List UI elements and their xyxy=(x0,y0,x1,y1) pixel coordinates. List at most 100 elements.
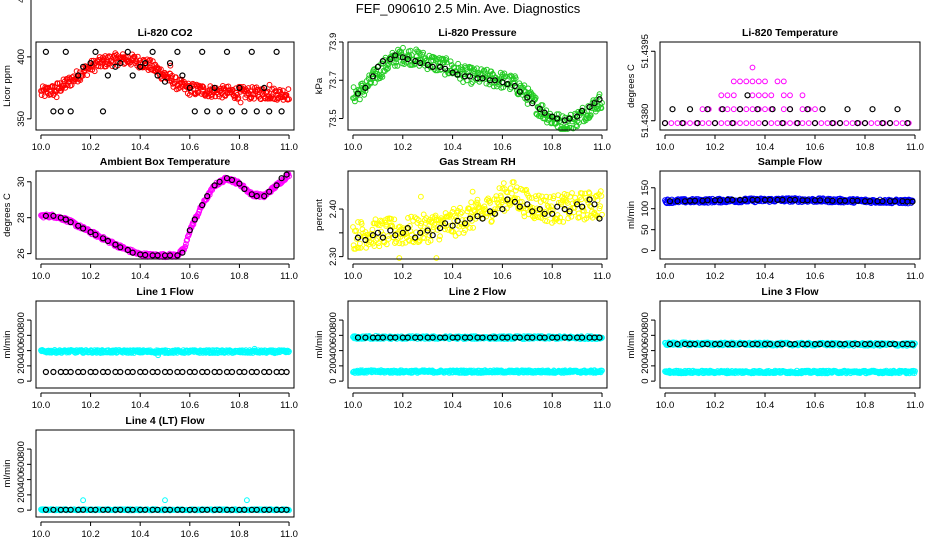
y-tick-label: 150 xyxy=(640,180,651,196)
x-tick-label: 10.4 xyxy=(131,142,150,153)
data-point xyxy=(576,214,583,221)
data-point xyxy=(501,70,508,77)
data-point xyxy=(228,108,236,115)
data-point xyxy=(547,194,553,201)
data-point xyxy=(549,119,555,126)
x-tick-label: 11.0 xyxy=(280,142,298,153)
data-point xyxy=(499,206,506,213)
data-point xyxy=(403,230,410,237)
data-point xyxy=(359,80,366,87)
data-point xyxy=(563,198,570,205)
data-point xyxy=(383,221,390,228)
data-point xyxy=(362,84,369,92)
data-point xyxy=(699,120,706,126)
x-tick-label: 10.8 xyxy=(856,142,875,153)
data-point xyxy=(549,210,556,217)
data-point xyxy=(186,92,193,98)
y-tick-label: 0 xyxy=(16,378,27,383)
y-tick-label: 800 xyxy=(328,312,339,328)
x-tick-label: 10.6 xyxy=(493,400,512,411)
data-point xyxy=(573,201,581,208)
data-point xyxy=(544,218,550,225)
y-axis-label: percent xyxy=(314,199,325,231)
data-point xyxy=(57,368,64,376)
data-point xyxy=(273,48,280,56)
data-point xyxy=(466,215,474,222)
data-point xyxy=(804,106,811,113)
data-point xyxy=(836,119,844,127)
data-point xyxy=(283,368,290,376)
y-tick-label: 0 xyxy=(640,378,651,383)
data-point xyxy=(261,84,268,92)
y-tick-label: 400 xyxy=(328,343,339,359)
data-point xyxy=(75,72,82,79)
data-point xyxy=(39,83,46,90)
y-axis-label: kPa xyxy=(314,77,325,94)
data-point xyxy=(199,368,206,376)
data-point xyxy=(50,212,57,219)
data-point xyxy=(149,48,156,56)
data-point xyxy=(253,193,260,200)
data-point xyxy=(507,185,514,192)
data-point xyxy=(266,108,273,115)
series-1-sec xyxy=(38,171,292,261)
data-point xyxy=(743,78,750,85)
plot-frame xyxy=(347,170,608,260)
x-tick-label: 10.2 xyxy=(706,271,725,282)
data-point xyxy=(499,79,506,86)
data-point xyxy=(229,86,236,93)
data-point xyxy=(112,241,119,248)
data-point xyxy=(818,120,825,126)
data-point xyxy=(191,368,198,376)
data-point xyxy=(449,69,456,76)
data-point xyxy=(186,227,193,234)
data-point xyxy=(849,120,856,126)
data-point xyxy=(211,182,218,189)
data-point xyxy=(154,368,161,376)
data-point xyxy=(704,106,711,113)
data-point xyxy=(109,63,116,69)
data-point xyxy=(586,103,593,111)
data-point xyxy=(418,193,424,200)
data-point xyxy=(372,220,378,227)
data-point xyxy=(129,72,136,79)
data-point xyxy=(719,106,726,113)
x-axis: 10.0 10.2 10.4 10.6 10.8 11.0 xyxy=(32,263,298,282)
data-point xyxy=(729,119,736,127)
data-point xyxy=(461,220,469,227)
data-point xyxy=(579,104,586,111)
series-1-sec xyxy=(38,497,292,514)
data-point xyxy=(554,203,561,210)
data-marks xyxy=(350,179,605,261)
chart-title: Line 4 (LT) Flow xyxy=(125,415,205,427)
data-point xyxy=(392,232,399,239)
data-point xyxy=(586,196,593,203)
data-point xyxy=(149,368,156,376)
data-point xyxy=(396,240,403,247)
data-point xyxy=(554,115,561,122)
data-point xyxy=(459,209,465,216)
data-point xyxy=(376,243,383,250)
data-point xyxy=(749,92,756,99)
data-marks xyxy=(38,345,292,376)
data-point xyxy=(869,106,876,113)
data-point xyxy=(705,120,712,126)
y-tick-label: 100 xyxy=(640,201,651,217)
data-point xyxy=(380,231,386,238)
data-point xyxy=(261,368,268,376)
data-point xyxy=(442,65,449,72)
data-point xyxy=(42,368,50,376)
x-tick-label: 10.2 xyxy=(81,142,100,153)
plot-frame xyxy=(35,41,295,131)
series-1-sec-lower xyxy=(350,367,605,376)
chart-title: Li-820 CO2 xyxy=(138,27,193,39)
data-point xyxy=(99,108,107,115)
data-point xyxy=(58,87,64,94)
data-point xyxy=(854,119,861,127)
data-point xyxy=(154,252,161,259)
data-point xyxy=(557,214,563,221)
data-point xyxy=(576,119,582,126)
data-point xyxy=(87,59,94,67)
